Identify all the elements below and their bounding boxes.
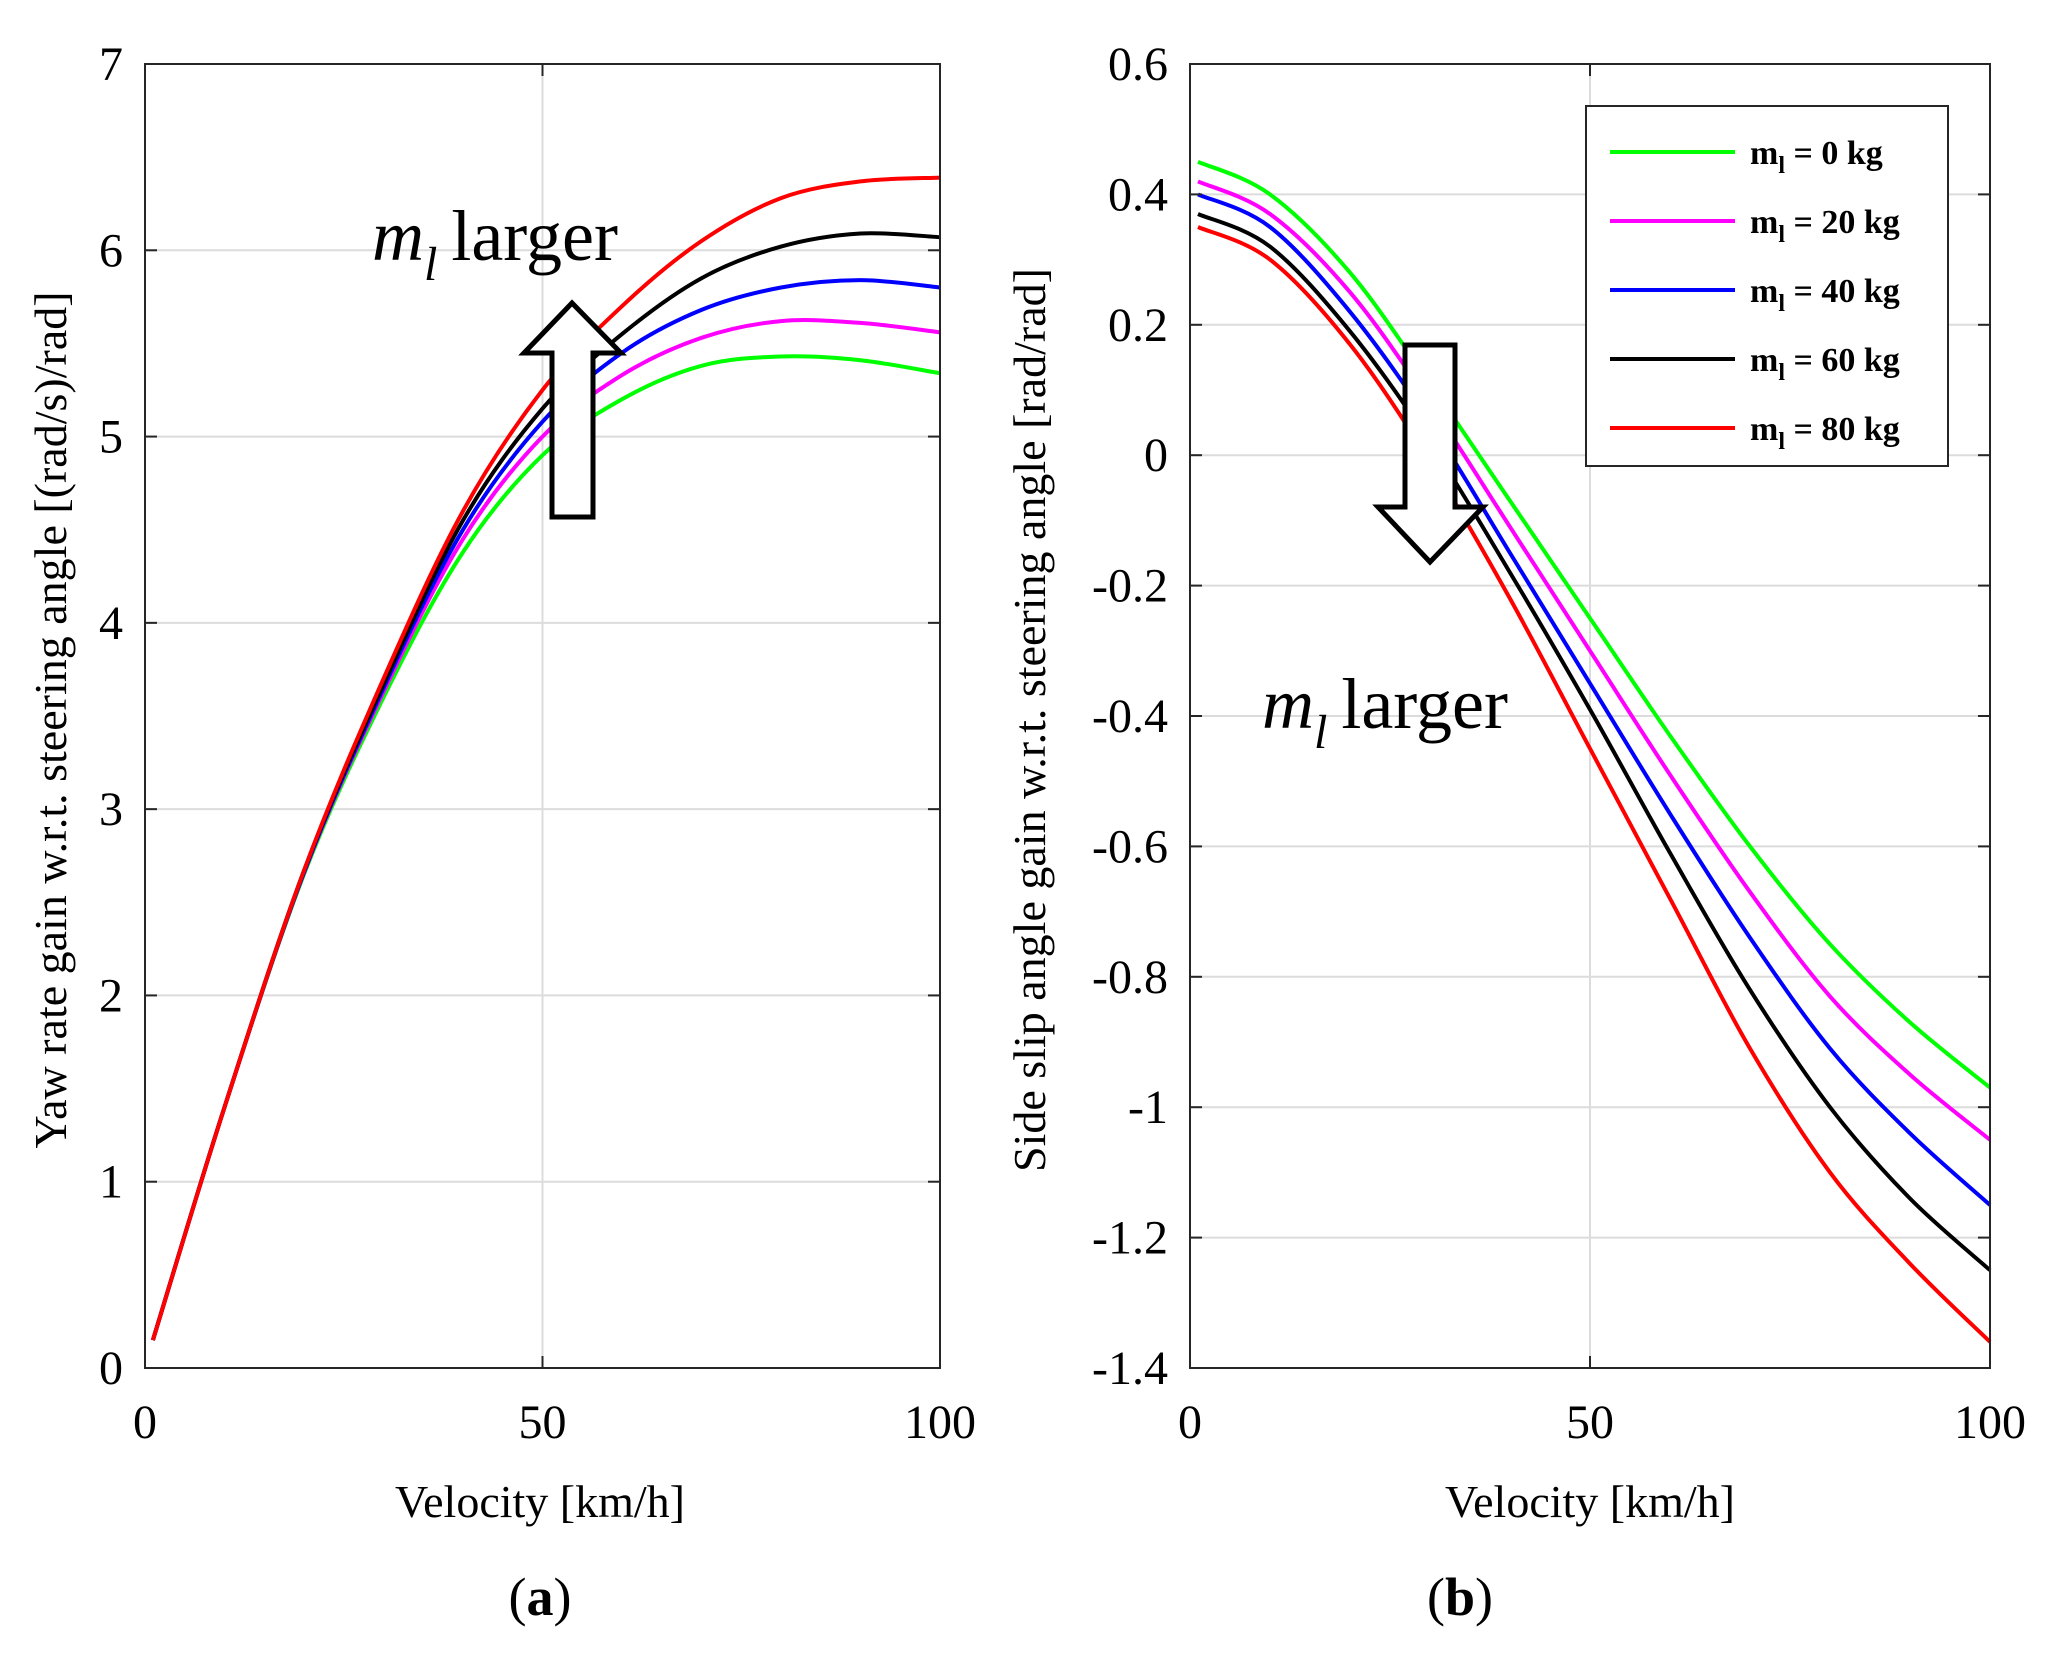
y-tick-label: 1 [99, 1156, 123, 1209]
series-line-m-60 [1197, 212, 1992, 1272]
panel-b-lines [1197, 159, 1992, 1344]
panel-b-legend: ml = 0 kg ml = 20 kg ml = 40 kg ml = 60 kg m… [1585, 105, 1949, 467]
panel-b-annotation: ml larger [1262, 342, 1508, 759]
y-tick-label: -0.4 [1092, 690, 1168, 743]
series-line-m-80 [1197, 225, 1992, 1344]
panel-a-annot-subscript: l [424, 238, 437, 291]
series-line-m-0 [150, 354, 941, 1341]
legend-label: ml = 0 kg [1750, 135, 1883, 179]
panel-b-annot-subscript: l [1314, 706, 1327, 759]
panel-a-label: (a) [509, 1567, 572, 1627]
y-tick-label: 2 [99, 969, 123, 1022]
y-tick-label: -0.2 [1092, 560, 1168, 613]
series-line-m-40 [1197, 192, 1992, 1207]
panel-b-label: (b) [1427, 1567, 1493, 1627]
panel-b-annot-text: larger [1341, 664, 1508, 744]
y-tick-label: 6 [99, 224, 123, 277]
panel-a-x-axis-label: Velocity [km/h] [395, 1476, 685, 1527]
y-tick-label: -1.4 [1092, 1342, 1168, 1395]
y-tick-label: 0 [99, 1342, 123, 1395]
y-tick-label: -1.2 [1092, 1212, 1168, 1265]
legend-label: ml = 80 kg [1750, 411, 1900, 455]
y-tick-label: 0.4 [1108, 168, 1168, 221]
x-tick-label: 100 [1954, 1396, 2026, 1449]
y-tick-label: 4 [99, 597, 123, 650]
y-tick-label: 5 [99, 411, 123, 464]
x-tick-label: 50 [519, 1396, 567, 1449]
panel-a-up-arrow [518, 299, 627, 520]
panel-b-y-axis-label: Side slip angle gain w.r.t. steering ang… [1004, 268, 1055, 1172]
legend-label: ml = 60 kg [1750, 342, 1900, 386]
y-tick-label: 3 [99, 783, 123, 836]
series-line-m-80 [150, 175, 941, 1341]
y-tick-label: -0.8 [1092, 951, 1168, 1004]
x-tick-label: 50 [1566, 1396, 1614, 1449]
panel-b-chart: 0 50 100 0.6 0.4 0.2 0 -0.2 -0.4 -0.6 -0.8 -1 -1.2 -1… [1004, 38, 2026, 1627]
y-tick-label: 0.2 [1108, 299, 1168, 352]
legend-label: ml = 40 kg [1750, 273, 1900, 317]
panel-a-annot-symbol: m [372, 196, 424, 276]
x-tick-label: 0 [1178, 1396, 1202, 1449]
y-tick-label: 0 [1144, 429, 1168, 482]
legend-items: ml = 0 kg ml = 20 kg ml = 40 kg ml = 60 kg m… [1610, 135, 1900, 455]
y-tick-label: 0.6 [1108, 38, 1168, 91]
legend-box [1585, 105, 1949, 467]
panel-a-lines [150, 175, 941, 1341]
series-line-m-60 [150, 231, 941, 1341]
x-tick-label: 100 [904, 1396, 976, 1449]
panel-b-down-arrow [1372, 342, 1489, 566]
series-line-m-20 [150, 318, 941, 1341]
panel-b-ticks [1189, 63, 1991, 1369]
panel-b-tick-labels: 0 50 100 0.6 0.4 0.2 0 -0.2 -0.4 -0.6 -0.8 -1 -1.2 -1… [1092, 38, 2026, 1449]
panel-a-chart: 0 50 100 0 1 2 3 4 5 6 7 Velocity [km/h] Yaw rate … [25, 38, 976, 1627]
panel-a-y-axis-label: Yaw rate gain w.r.t. steering angle [(ra… [25, 291, 76, 1148]
panel-b-annot-symbol: m [1262, 664, 1314, 744]
panel-a-tick-labels: 0 50 100 0 1 2 3 4 5 6 7 [99, 38, 976, 1449]
series-line-m-20 [1197, 179, 1992, 1142]
panel-a-annot-text: larger [451, 196, 618, 276]
legend-label: ml = 20 kg [1750, 204, 1900, 248]
panel-a-annotation: ml larger [372, 196, 627, 520]
panel-a-ticks [144, 63, 941, 1369]
y-tick-label: -1 [1128, 1081, 1168, 1134]
y-tick-label: -0.6 [1092, 820, 1168, 873]
x-tick-label: 0 [133, 1396, 157, 1449]
series-line-m-0 [1197, 159, 1992, 1090]
y-tick-label: 7 [99, 38, 123, 91]
panel-b-x-axis-label: Velocity [km/h] [1445, 1476, 1735, 1527]
